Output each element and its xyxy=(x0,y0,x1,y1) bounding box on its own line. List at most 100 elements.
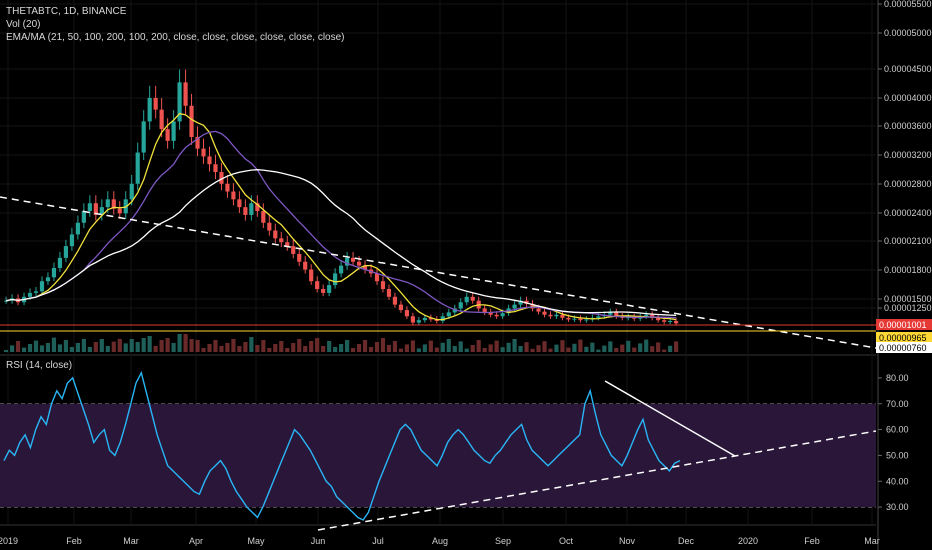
volume-bar xyxy=(69,347,74,352)
candle-body xyxy=(488,312,493,315)
time-tick-label: Nov xyxy=(619,536,636,546)
candle-body xyxy=(614,312,619,317)
rsi-tick-label: 50.00 xyxy=(886,450,909,460)
price-pane[interactable] xyxy=(0,69,877,349)
volume-bar xyxy=(470,345,475,352)
volume-bar xyxy=(147,336,152,352)
volume-pane xyxy=(4,334,679,352)
candle-body xyxy=(105,199,110,208)
volume-bar xyxy=(81,339,86,352)
candle-body xyxy=(87,203,92,212)
rsi-pane[interactable] xyxy=(3,370,877,531)
ma-white-line xyxy=(5,169,677,316)
volume-bar xyxy=(129,339,134,352)
volume-bar xyxy=(171,343,176,352)
volume-bar xyxy=(219,346,224,352)
volume-bar xyxy=(165,338,170,352)
candle-body xyxy=(33,291,39,293)
candle-body xyxy=(464,296,469,303)
volume-bar xyxy=(15,341,21,352)
candle-body xyxy=(362,265,368,270)
time-tick-label: Aug xyxy=(432,536,448,546)
volume-bar xyxy=(524,342,529,352)
candle-body xyxy=(386,289,392,297)
candle-body xyxy=(410,316,415,323)
volume-bar xyxy=(434,347,439,352)
time-tick-label: Oct xyxy=(559,536,574,546)
candle-body xyxy=(500,313,505,317)
rsi-tick-label: 30.00 xyxy=(886,502,909,512)
volume-bar xyxy=(446,339,451,352)
rsi-tick-label: 40.00 xyxy=(886,476,909,486)
candle-body xyxy=(327,285,332,293)
candle-body xyxy=(339,265,344,274)
price-tick-label: 0.00004500 xyxy=(884,64,932,74)
volume-bar xyxy=(350,348,356,352)
candle-body xyxy=(524,300,529,304)
rsi-tick-label: 60.00 xyxy=(886,425,909,435)
volume-bar xyxy=(656,342,661,352)
price-tag xyxy=(876,332,932,343)
candle-body xyxy=(219,172,224,184)
candle-body xyxy=(279,238,284,243)
time-tick-label: Jun xyxy=(311,536,326,546)
candle-body xyxy=(321,289,326,293)
candle-body xyxy=(129,183,134,200)
candle-body xyxy=(584,319,589,321)
volume-bar xyxy=(93,342,98,352)
candle-body xyxy=(309,269,314,282)
volume-bar xyxy=(333,347,338,352)
candle-body xyxy=(566,317,571,320)
candle-body xyxy=(440,316,445,321)
volume-bar xyxy=(674,341,679,352)
rsi-band xyxy=(0,403,876,508)
volume-bar xyxy=(57,344,63,352)
candle-body xyxy=(255,203,260,212)
volume-bar xyxy=(237,346,242,352)
candle-body xyxy=(81,211,86,223)
candle-body xyxy=(644,314,649,317)
volume-bar xyxy=(662,349,667,352)
candle-body xyxy=(374,273,380,282)
volume-bar xyxy=(39,345,45,352)
price-tick-label: 0.00001500 xyxy=(884,294,932,304)
ma-purple-line xyxy=(5,130,677,319)
candle-body xyxy=(117,208,122,214)
volume-bar xyxy=(638,343,643,352)
volume-bar xyxy=(482,348,487,352)
candle-body xyxy=(608,312,613,315)
volume-bar xyxy=(356,344,362,352)
candle-body xyxy=(231,191,236,200)
candle-body xyxy=(596,316,601,318)
candle-body xyxy=(159,109,164,130)
candle-body xyxy=(27,292,33,297)
volume-bar xyxy=(428,340,433,352)
volume-bar xyxy=(45,343,51,352)
candle-body xyxy=(111,199,116,209)
volume-bar xyxy=(339,344,344,352)
time-tick-label: Feb xyxy=(66,536,82,546)
price-tag xyxy=(876,319,932,330)
candle-body xyxy=(225,183,230,192)
time-tick-label: Sep xyxy=(495,536,511,546)
candle-body xyxy=(392,296,398,305)
volume-bar xyxy=(494,340,499,352)
candle-body xyxy=(171,121,176,141)
volume-bar xyxy=(4,350,9,352)
candle-body xyxy=(57,257,63,268)
rsi-support-trendline xyxy=(317,430,877,531)
volume-bar xyxy=(620,344,625,352)
candle-body xyxy=(165,129,170,141)
price-tag-label: 0.00000760 xyxy=(879,343,927,353)
candle-body xyxy=(512,304,517,309)
candle-body xyxy=(135,152,140,184)
volume-bar xyxy=(506,342,511,352)
volume-bar xyxy=(530,348,535,352)
volume-bar xyxy=(404,344,410,352)
volume-bar xyxy=(392,341,398,352)
volume-bar xyxy=(668,345,673,352)
volume-bar xyxy=(123,343,128,352)
volume-bar xyxy=(608,341,613,352)
